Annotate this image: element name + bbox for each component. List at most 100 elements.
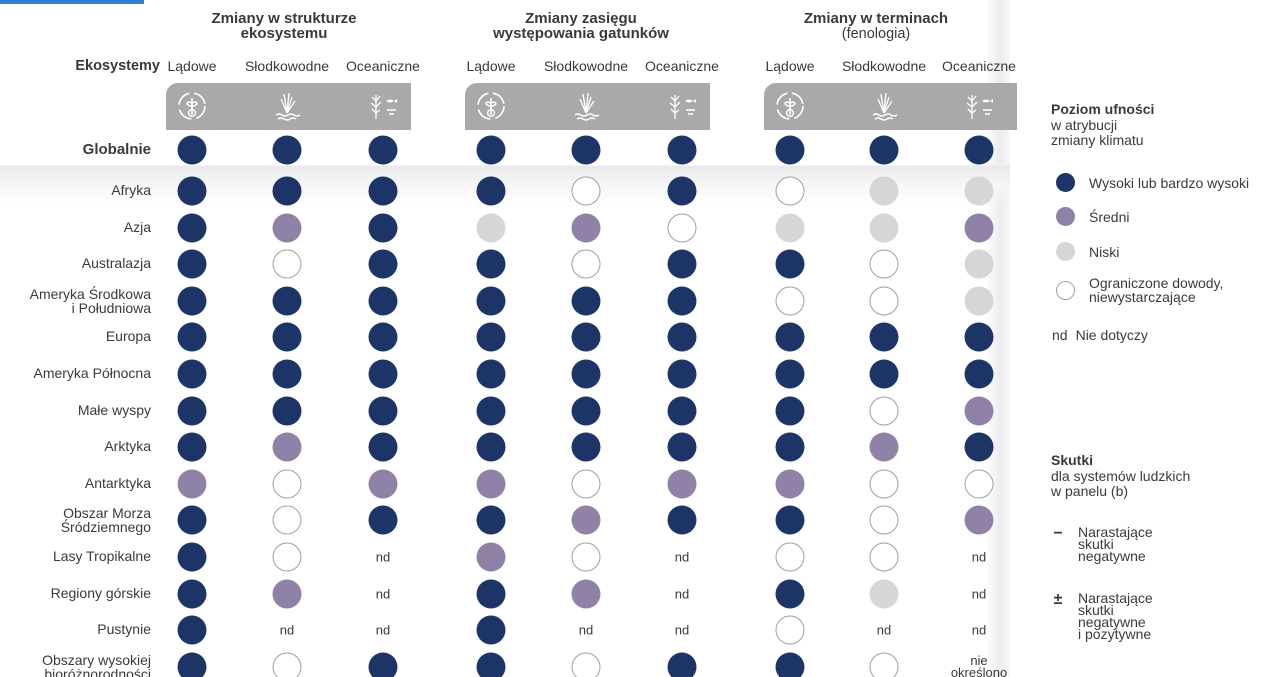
- row-label: Małe wyspy: [77, 401, 151, 418]
- legend-confidence-title: Poziom ufności: [1051, 101, 1155, 117]
- row-label: Ameryka Środkowa i Południowa: [29, 285, 151, 316]
- confidence-dot: [177, 542, 207, 572]
- confidence-dot: [476, 322, 506, 352]
- confidence-dot: [476, 396, 506, 426]
- legend-label: Wysoki lub bardzo wysoki: [1089, 174, 1250, 191]
- confidence-dot: [272, 469, 302, 499]
- row-label: Arktyka: [104, 438, 151, 455]
- ocean-icon: [366, 89, 400, 123]
- confidence-dot: [571, 286, 601, 316]
- legend-impact-label: Narastające skutki negatywne: [1078, 524, 1153, 564]
- row-label: Australazja: [81, 255, 151, 272]
- confidence-dot: [869, 213, 899, 243]
- confidence-dot: [177, 469, 207, 499]
- confidence-dot: [476, 249, 506, 279]
- confidence-dot: [272, 542, 302, 572]
- confidence-dot: [775, 542, 805, 572]
- row-label: Ameryka Północna: [33, 365, 151, 381]
- confidence-dot: [775, 396, 805, 426]
- confidence-dot: [775, 359, 805, 389]
- legend-impact-item: − Narastające skutki negatywne: [1048, 524, 1153, 564]
- ecosystem-icon-strip: [764, 83, 1017, 130]
- confidence-dot: [177, 505, 207, 535]
- confidence-dot: [775, 469, 805, 499]
- confidence-dot: [476, 505, 506, 535]
- not-applicable-label: nd: [375, 549, 391, 565]
- confidence-dot: [571, 322, 601, 352]
- confidence-dot: [476, 579, 506, 609]
- confidence-dot: [368, 213, 398, 243]
- confidence-dot: [177, 322, 207, 352]
- confidence-dot: [177, 615, 207, 645]
- row-label: Lasy Tropikalne: [52, 548, 151, 564]
- not-applicable-label: nie określono: [950, 652, 1008, 677]
- legend-item-low: Niski: [1056, 242, 1119, 261]
- confidence-dot-global: [667, 135, 697, 165]
- not-applicable-label: nd: [971, 549, 987, 565]
- confidence-dot: [272, 359, 302, 389]
- not-applicable-label: nd: [971, 586, 987, 602]
- legend-dot-high: [1056, 173, 1075, 192]
- confidence-dot: [177, 579, 207, 609]
- mixed-impact-icon: ±: [1053, 591, 1063, 608]
- confidence-dot: [571, 249, 601, 279]
- row-label: Regiony górskie: [50, 584, 151, 601]
- confidence-dot: [177, 359, 207, 389]
- confidence-dot: [177, 286, 207, 316]
- confidence-dot: [571, 542, 601, 572]
- confidence-dot: [667, 396, 697, 426]
- legend-label: Niski: [1089, 243, 1120, 260]
- confidence-dot: [964, 359, 994, 389]
- confidence-dot: [177, 396, 207, 426]
- confidence-dot: [667, 249, 697, 279]
- column-header: Lądowe: [466, 58, 516, 74]
- legend-dot-limited: [1056, 280, 1075, 300]
- confidence-dot: [476, 176, 506, 206]
- confidence-dot: [964, 432, 994, 462]
- confidence-dot: [964, 322, 994, 352]
- confidence-dot: [272, 396, 302, 426]
- row-label: Pustynie: [97, 621, 151, 638]
- legend-item-medium: Średni: [1056, 207, 1129, 226]
- confidence-dot: [775, 652, 805, 677]
- confidence-dot: [869, 432, 899, 462]
- freshwater-icon: [867, 89, 901, 123]
- confidence-dot-global: [571, 135, 601, 165]
- confidence-dot: [667, 432, 697, 462]
- confidence-dot: [869, 322, 899, 352]
- confidence-dot: [869, 176, 899, 206]
- legend-item-nd: nd Nie dotyczy: [1052, 328, 1148, 343]
- legend-dot-medium: [1056, 207, 1075, 226]
- confidence-dot: [571, 469, 601, 499]
- confidence-dot: [177, 176, 207, 206]
- column-header: Słodkowodne: [543, 58, 629, 74]
- legend-label: Średni: [1089, 208, 1130, 225]
- confidence-dot: [667, 213, 697, 243]
- confidence-dot-global: [368, 135, 398, 165]
- legend-impacts-subtitle: dla systemów ludzkich w panelu (b): [1051, 468, 1191, 499]
- confidence-dot: [368, 322, 398, 352]
- confidence-dot: [869, 469, 899, 499]
- confidence-dot: [571, 396, 601, 426]
- confidence-dot: [368, 176, 398, 206]
- confidence-dot: [869, 505, 899, 535]
- confidence-dot: [368, 505, 398, 535]
- confidence-dot: [775, 176, 805, 206]
- confidence-dot: [571, 359, 601, 389]
- row-label: Obszary wysokiej bioróżnorodności: [42, 651, 151, 677]
- confidence-dot: [869, 652, 899, 677]
- confidence-dot: [667, 286, 697, 316]
- group-title: Zmiany zasięgu: [525, 10, 637, 27]
- confidence-dot: [571, 505, 601, 535]
- confidence-dot: [272, 249, 302, 279]
- confidence-dot: [476, 615, 506, 645]
- ocean-icon: [665, 89, 699, 123]
- column-header: Słodkowodne: [841, 58, 927, 74]
- confidence-dot: [964, 396, 994, 426]
- confidence-dot: [775, 615, 805, 645]
- confidence-dot-global: [272, 135, 302, 165]
- confidence-dot: [869, 396, 899, 426]
- terrestrial-icon: [474, 89, 508, 123]
- confidence-dot: [476, 213, 506, 243]
- confidence-dot: [368, 396, 398, 426]
